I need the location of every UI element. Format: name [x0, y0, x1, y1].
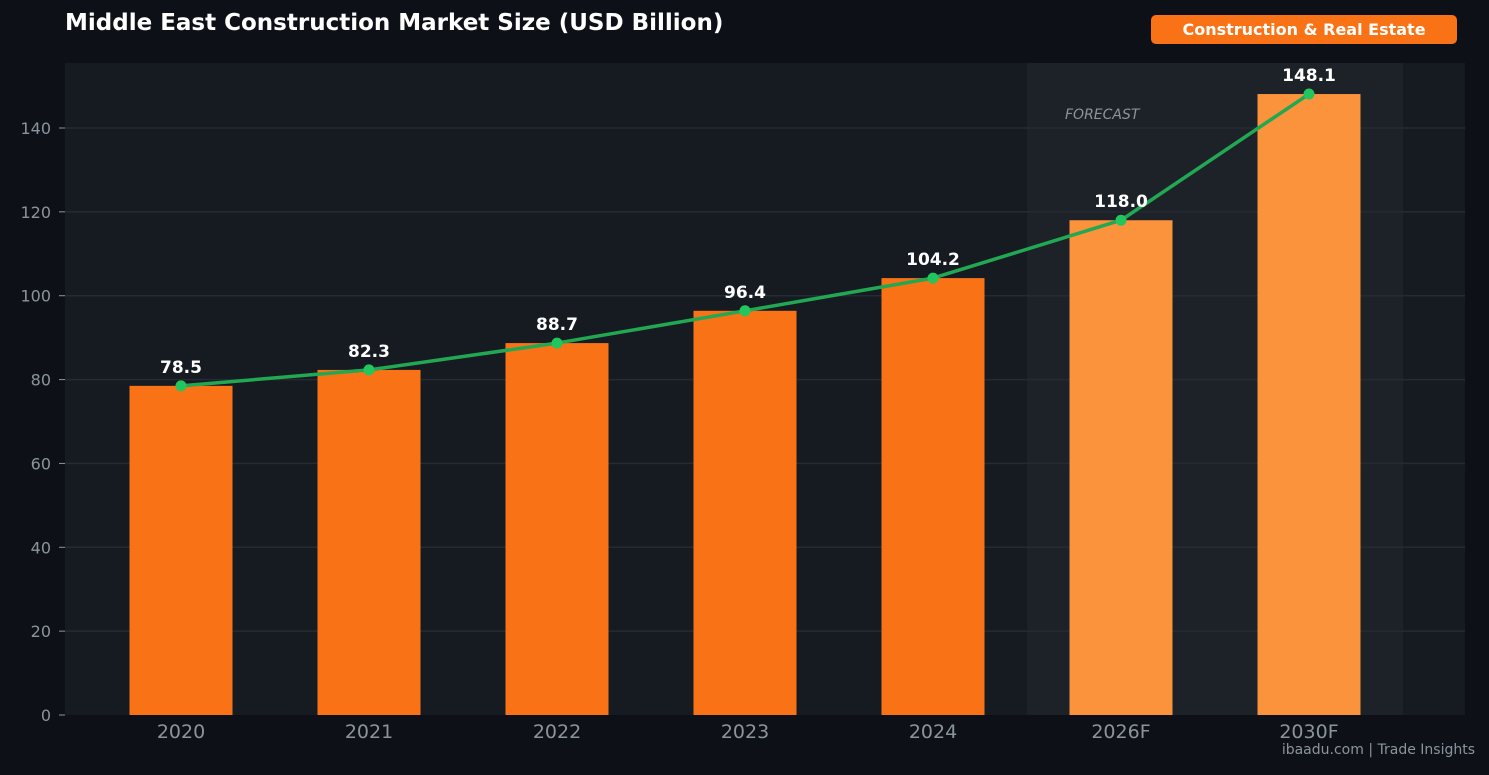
y-tick-label: 120	[20, 203, 51, 222]
data-label: 88.7	[536, 315, 578, 335]
data-label: 104.2	[906, 250, 960, 270]
y-tick-label: 40	[31, 538, 51, 557]
trend-line-group	[175, 88, 1315, 392]
y-tick-label: 20	[31, 622, 51, 641]
trend-point	[927, 272, 939, 284]
bar-2024	[881, 278, 985, 715]
trend-point	[363, 364, 375, 376]
data-label: 82.3	[348, 342, 390, 362]
data-label: 96.4	[724, 283, 766, 303]
x-tick-label: 2026F	[1091, 721, 1150, 743]
trend-point	[551, 337, 563, 349]
x-tick-label: 2021	[345, 721, 393, 743]
x-tick-label: 2022	[533, 721, 581, 743]
x-tick-label: 2023	[721, 721, 769, 743]
category-badge: Construction & Real Estate	[1151, 15, 1457, 44]
x-tick-label: 2020	[157, 721, 205, 743]
y-tick-label: 100	[20, 287, 51, 306]
bar-2023	[693, 310, 797, 715]
bar-2021	[317, 369, 421, 715]
data-label: 148.1	[1282, 66, 1336, 86]
x-tick-label: 2024	[909, 721, 957, 743]
y-tick-label: 60	[31, 454, 51, 473]
trend-point	[1303, 88, 1315, 100]
trend-point	[739, 305, 751, 317]
y-axis: 0 20 40 60 80 100 120 140	[20, 119, 65, 725]
x-tick-label: 2030F	[1279, 721, 1338, 743]
data-label: 78.5	[160, 358, 202, 378]
bar-2026f	[1069, 220, 1173, 715]
data-label: 118.0	[1094, 192, 1148, 212]
trend-point	[1115, 214, 1127, 226]
bar-2022	[505, 343, 609, 715]
chart-title: Middle East Construction Market Size (US…	[65, 10, 724, 36]
trend-point	[175, 380, 187, 392]
y-tick-label: 0	[41, 706, 51, 725]
forecast-label: FORECAST	[1065, 107, 1141, 123]
data-labels: 78.5 82.3 88.7 96.4 104.2 118.0 148.1	[160, 66, 1336, 378]
bars	[129, 94, 1361, 715]
bar-2030f	[1257, 94, 1361, 715]
y-tick-label: 80	[31, 371, 51, 390]
bar-2020	[129, 385, 233, 715]
x-axis: 2020 2021 2022 2023 2024 2026F 2030F	[157, 721, 1339, 743]
y-tick-label: 140	[20, 119, 51, 138]
source-credit: ibaadu.com | Trade Insights	[1281, 742, 1475, 758]
